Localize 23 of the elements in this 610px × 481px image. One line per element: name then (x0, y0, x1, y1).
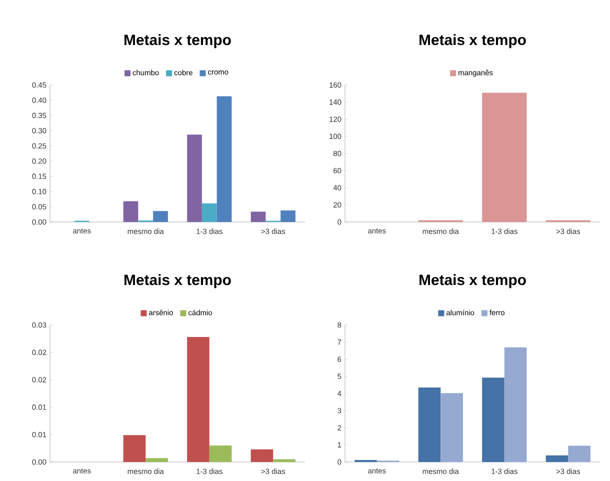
bar (568, 446, 590, 462)
bar (418, 388, 441, 462)
chart-title: Metais x tempo (124, 274, 231, 288)
bar (273, 459, 296, 462)
bar (153, 211, 168, 222)
bar (146, 458, 168, 462)
bar (123, 201, 138, 222)
bar (216, 96, 232, 222)
bar (202, 203, 217, 222)
bar (504, 347, 527, 462)
bar (187, 337, 210, 462)
bar (187, 134, 202, 222)
bar (482, 378, 504, 462)
bar (123, 435, 146, 462)
chart-title: Metais x tempo (124, 34, 231, 48)
chart-title: Metais x tempo (420, 274, 526, 288)
bar (280, 210, 296, 222)
bar (440, 393, 463, 462)
bar (209, 446, 232, 462)
bar (546, 455, 568, 462)
chart-title: Metais x tempo (420, 34, 526, 48)
bar (250, 449, 274, 462)
bar (250, 212, 266, 222)
